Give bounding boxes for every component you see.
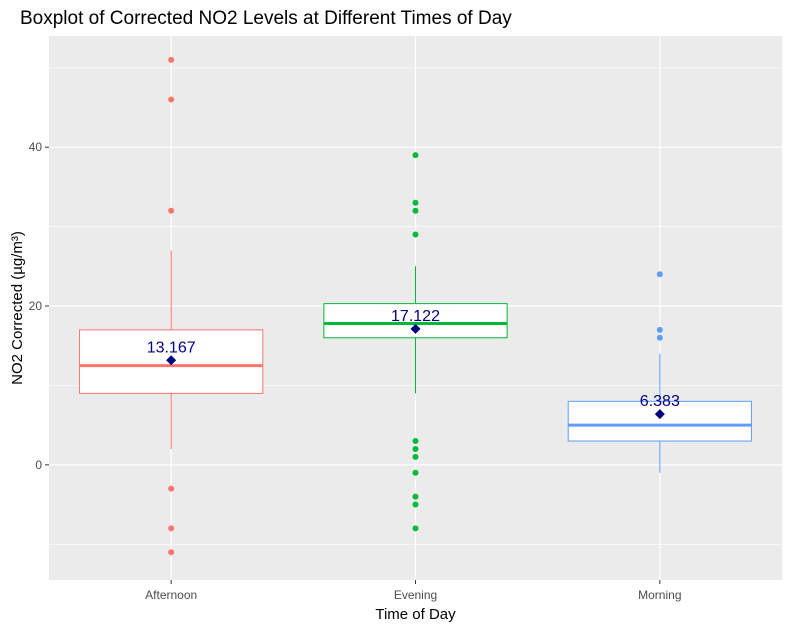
outlier-point	[412, 199, 419, 206]
y-axis-title: NO2 Corrected (µg/m³)	[9, 231, 26, 385]
outlier-point	[656, 334, 663, 341]
outlier-point	[168, 56, 175, 63]
outlier-point	[412, 469, 419, 476]
outlier-point	[656, 271, 663, 278]
outlier-point	[412, 453, 419, 460]
outlier-point	[168, 525, 175, 532]
outlier-point	[412, 493, 419, 500]
outlier-point	[412, 231, 419, 238]
outlier-point	[412, 445, 419, 452]
mean-label: 13.167	[147, 339, 196, 356]
box-afternoon: 13.167	[79, 56, 264, 556]
box-morning: 6.383	[567, 271, 752, 473]
interquartile-box	[567, 400, 752, 442]
outlier-point	[412, 438, 419, 445]
outlier-point	[168, 549, 175, 556]
y-tick-label: 40	[29, 140, 43, 154]
outlier-point	[168, 207, 175, 214]
y-tick-label: 0	[35, 458, 42, 472]
x-tick-label: Evening	[394, 588, 437, 602]
x-tick-label: Morning	[638, 588, 681, 602]
y-tick-label: 20	[29, 299, 43, 313]
x-tick-label: Afternoon	[145, 588, 197, 602]
mean-label: 6.383	[640, 393, 680, 410]
mean-marker	[166, 355, 177, 366]
outlier-point	[412, 525, 419, 532]
outlier-point	[412, 152, 419, 159]
outlier-point	[656, 326, 663, 333]
mean-label: 17.122	[391, 308, 440, 325]
outlier-point	[168, 96, 175, 103]
x-axis-title: Time of Day	[375, 606, 456, 623]
box-evening: 17.122	[323, 152, 508, 532]
mean-marker	[654, 409, 665, 420]
mean-marker	[410, 323, 421, 334]
outlier-point	[412, 207, 419, 214]
x-axis-ticks: Afternoon Evening Morning	[145, 580, 682, 602]
chart-title: Boxplot of Corrected NO2 Levels at Diffe…	[20, 8, 512, 29]
boxes-layer: 13.167 17.122 6.383	[79, 56, 752, 556]
y-axis-ticks: 0 20 40	[29, 140, 49, 472]
outlier-point	[412, 501, 419, 508]
outlier-point	[168, 485, 175, 492]
